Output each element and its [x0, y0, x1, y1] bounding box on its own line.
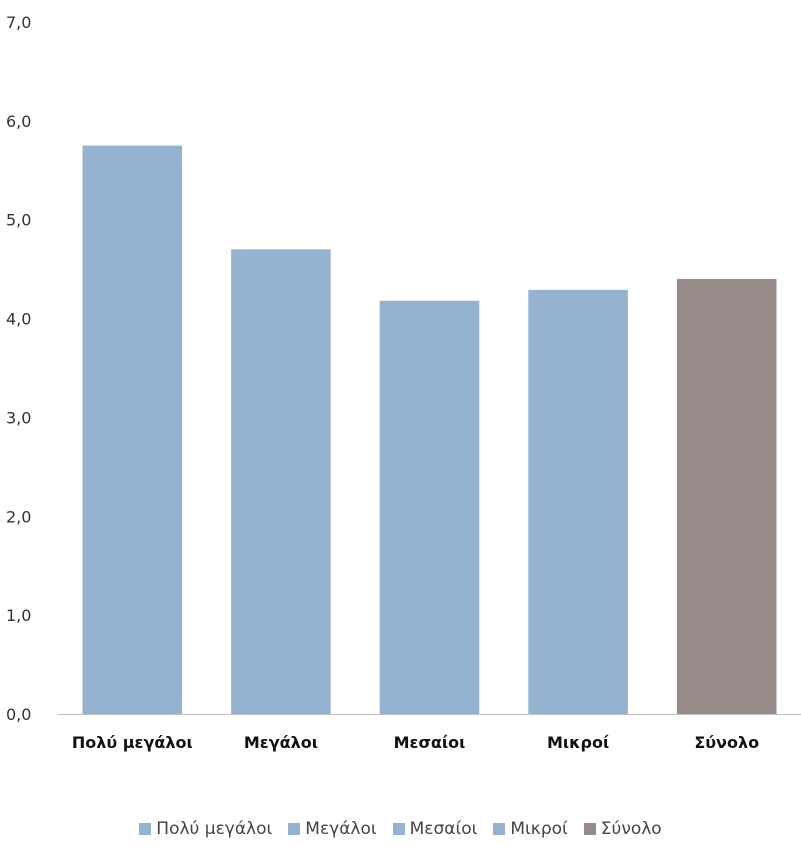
x-tick-label: Μεσαίοι	[394, 733, 466, 752]
legend-item: Πολύ μεγάλοι	[139, 819, 272, 839]
bars	[82, 145, 777, 715]
x-tick-label: Πολύ μεγάλοι	[72, 733, 193, 752]
legend-swatch	[392, 823, 405, 835]
legend-item: Σύνολο	[583, 819, 662, 839]
bar	[82, 145, 183, 715]
legend-label: Πολύ μεγάλοι	[156, 819, 273, 839]
legend-swatch	[583, 823, 596, 835]
legend: Πολύ μεγάλοι Μεγάλοι Μεσαίοι Μικροί Σύνολο	[0, 814, 801, 844]
x-tick-label: Σύνολο	[694, 733, 759, 752]
y-tick-label: 7,0	[6, 13, 31, 32]
y-tick-label: 4,0	[6, 310, 31, 329]
y-tick-label: 2,0	[6, 507, 31, 526]
y-tick-label: 0,0	[6, 705, 31, 724]
bar	[231, 249, 331, 714]
x-axis: Πολύ μεγάλοι Μεγάλοι Μεσαίοι Μικροί Σύνολο	[58, 714, 801, 752]
bar	[528, 289, 628, 714]
legend-label: Μικροί	[510, 819, 568, 839]
y-tick-label: 6,0	[6, 112, 31, 131]
bar-chart: 0,0 1,0 2,0 3,0 4,0 5,0 6,0 7,0 Πολύ μεγάλοι Μεγ…	[6, 13, 801, 752]
bar	[676, 279, 777, 714]
y-axis: 0,0 1,0 2,0 3,0 4,0 5,0 6,0 7,0	[6, 13, 31, 724]
legend-label: Σύνολο	[600, 819, 662, 839]
x-tick-label: Μικροί	[547, 733, 609, 752]
legend-swatch	[288, 823, 301, 835]
x-tick-label: Μεγάλοι	[244, 733, 318, 752]
legend-label: Μεσαίοι	[409, 819, 478, 839]
legend-item: Μικροί	[493, 819, 568, 839]
y-tick-label: 5,0	[6, 211, 31, 230]
legend-item: Μεσαίοι	[392, 819, 478, 839]
legend-swatch	[139, 823, 152, 835]
legend-item: Μεγάλοι	[288, 819, 377, 839]
y-tick-label: 3,0	[6, 408, 31, 427]
y-tick-label: 1,0	[6, 606, 31, 625]
bar	[379, 300, 480, 714]
legend-swatch	[493, 823, 506, 835]
legend-label: Μεγάλοι	[305, 819, 377, 839]
